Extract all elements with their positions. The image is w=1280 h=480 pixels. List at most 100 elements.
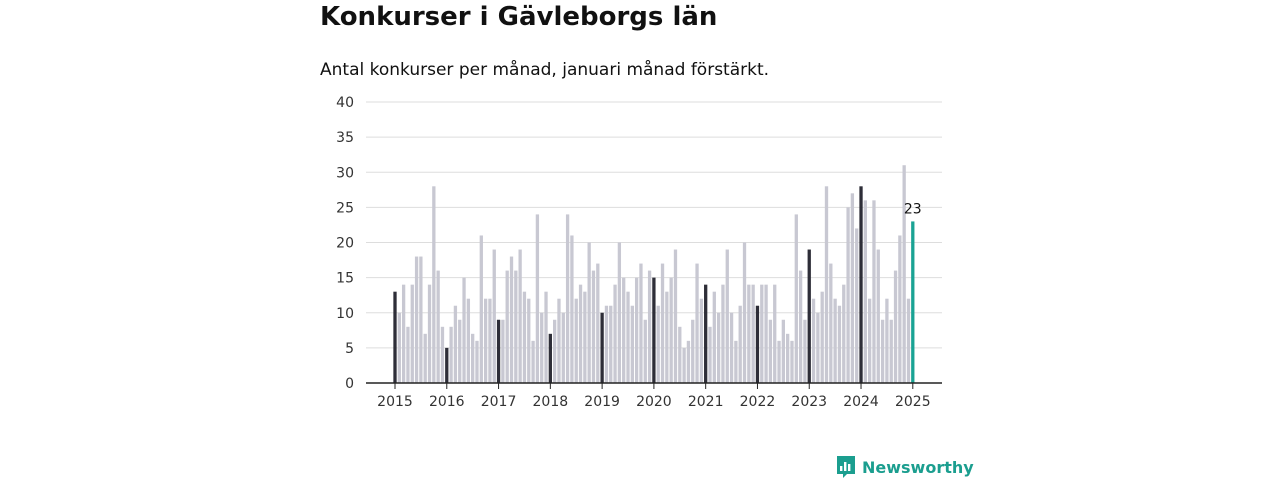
bar — [393, 291, 397, 383]
y-tick-label: 35 — [336, 130, 354, 146]
bar — [397, 312, 401, 383]
bar — [691, 319, 695, 383]
bar — [889, 319, 893, 383]
bar — [872, 200, 876, 383]
bar — [837, 305, 842, 383]
y-tick-label: 30 — [336, 165, 354, 181]
bar — [704, 284, 708, 383]
bar — [893, 270, 898, 383]
bar — [509, 256, 514, 383]
bar — [639, 263, 643, 383]
bar — [561, 312, 565, 383]
bar — [660, 263, 665, 383]
bar — [540, 312, 544, 383]
bar — [436, 270, 440, 383]
x-tick-label: 2020 — [636, 394, 672, 410]
bar — [665, 291, 669, 383]
bar — [807, 249, 811, 383]
y-tick-label: 20 — [336, 236, 354, 252]
bar — [609, 305, 613, 383]
x-tick-label: 2025 — [895, 394, 931, 410]
bar — [496, 319, 501, 383]
x-tick-label: 2022 — [740, 394, 776, 410]
bar — [712, 291, 716, 383]
y-tick-label: 10 — [336, 306, 354, 322]
bar — [729, 312, 734, 383]
bar — [842, 284, 846, 383]
bar — [626, 291, 630, 383]
bar — [652, 277, 656, 384]
bar — [535, 214, 540, 383]
bar — [518, 249, 522, 383]
bar — [742, 242, 747, 383]
bar — [656, 305, 660, 383]
bar — [634, 277, 639, 384]
bar — [492, 249, 496, 383]
bar — [725, 249, 729, 383]
bar — [583, 291, 587, 383]
newsworthy-logo-icon — [837, 456, 855, 478]
bar — [721, 284, 725, 383]
y-tick-label: 40 — [336, 95, 354, 111]
bar — [630, 305, 634, 383]
bar — [833, 298, 837, 383]
x-tick-label: 2019 — [584, 394, 620, 410]
x-tick-label: 2018 — [533, 394, 569, 410]
y-tick-label: 15 — [336, 271, 354, 287]
bar — [906, 298, 911, 383]
bar — [440, 326, 445, 383]
bar — [829, 263, 833, 383]
bar — [850, 193, 855, 383]
bar — [423, 333, 427, 383]
bar — [811, 298, 816, 383]
x-tick-label: 2024 — [843, 394, 879, 410]
bar — [401, 284, 406, 383]
bar — [414, 256, 419, 383]
chart-title: Konkurser i Gävleborgs län — [320, 2, 718, 32]
x-axis — [366, 382, 942, 389]
y-tick-label: 25 — [336, 200, 354, 216]
bar — [514, 270, 518, 383]
bar — [794, 214, 798, 383]
bar — [553, 319, 557, 383]
bar — [898, 235, 902, 383]
bar — [790, 340, 794, 383]
brand-name: Newsworthy — [862, 457, 974, 477]
bar — [734, 340, 738, 383]
bar — [427, 284, 432, 383]
bar — [803, 319, 807, 383]
bar — [475, 340, 479, 383]
bar — [686, 340, 691, 383]
bar — [902, 165, 906, 383]
bar — [876, 249, 880, 383]
bar — [695, 263, 699, 383]
bar — [880, 319, 885, 383]
bar — [682, 347, 686, 384]
bar — [760, 284, 764, 383]
brand-logo: Newsworthy — [836, 455, 974, 479]
bar — [449, 326, 453, 383]
bar — [600, 312, 604, 383]
x-tick-labels: 2015 2016 2017 2018 2019 2020 2021 2022 2023 2024… — [377, 394, 930, 410]
bars — [393, 165, 915, 384]
bar — [548, 333, 552, 383]
x-tick-label: 2017 — [481, 394, 517, 410]
bar — [824, 186, 829, 383]
bar — [565, 214, 570, 383]
y-tick-label: 5 — [345, 341, 354, 357]
bar — [863, 200, 867, 383]
bar — [466, 298, 471, 383]
bar — [501, 319, 505, 383]
bar — [613, 284, 617, 383]
bar — [699, 298, 704, 383]
bar — [622, 277, 626, 384]
bar — [617, 242, 622, 383]
bar — [773, 284, 777, 383]
bar — [885, 298, 889, 383]
bar — [747, 284, 751, 383]
bar — [669, 277, 673, 384]
bar — [647, 270, 652, 383]
x-tick-label: 2015 — [377, 394, 413, 410]
bar — [846, 207, 850, 384]
bar — [820, 291, 824, 383]
